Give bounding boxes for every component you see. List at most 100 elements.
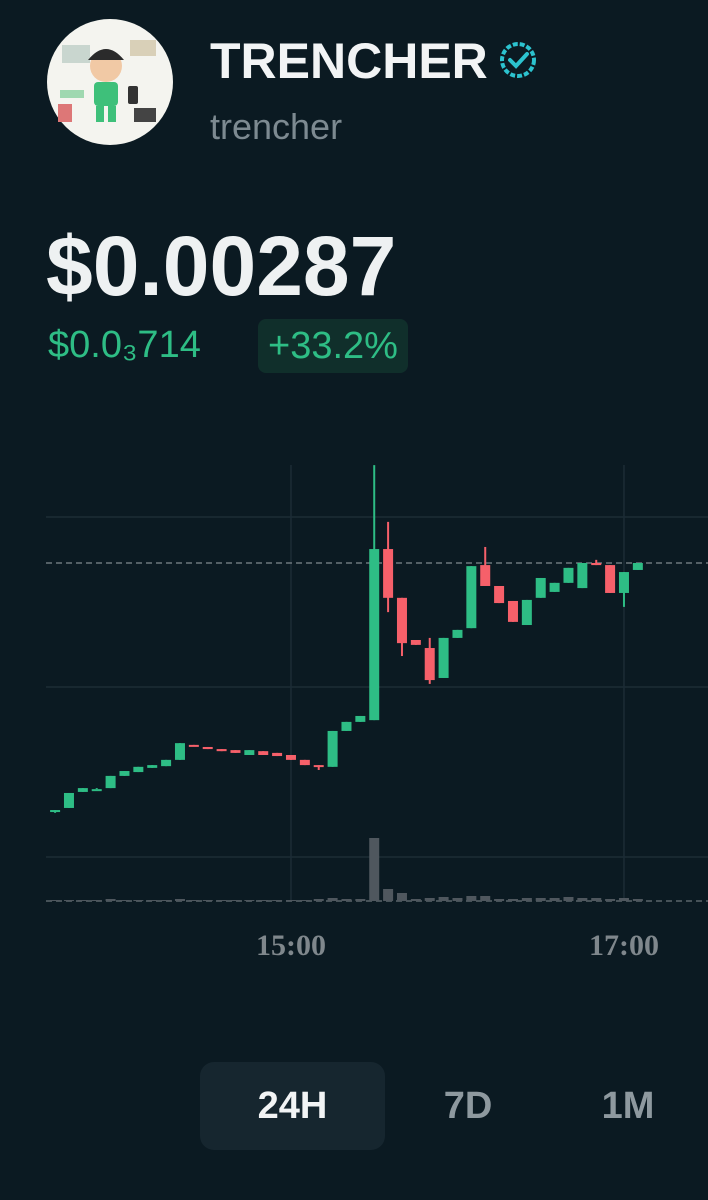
- candle-body: [91, 789, 102, 792]
- candle-body: [494, 585, 505, 604]
- volume-bar: [507, 899, 518, 901]
- volume-bar: [438, 897, 449, 901]
- candle-body: [299, 759, 310, 766]
- candle-body: [188, 744, 199, 747]
- volume-bar: [244, 900, 255, 901]
- candle-body: [174, 743, 185, 760]
- candle-body: [507, 600, 518, 622]
- candle-body: [230, 750, 241, 753]
- volume-bar: [327, 898, 338, 901]
- volume-bar: [147, 900, 158, 901]
- candle-body: [618, 572, 629, 593]
- candle-body: [161, 759, 172, 767]
- volume-bar: [174, 899, 185, 901]
- volume-bar: [50, 900, 61, 901]
- candle-body: [272, 752, 283, 757]
- volume-bar: [133, 900, 144, 901]
- candle-body: [591, 562, 602, 566]
- volume-bar: [202, 900, 213, 901]
- candle-body: [285, 754, 296, 760]
- volume-bar: [549, 898, 560, 901]
- candle-body: [355, 715, 366, 722]
- candle-body: [452, 629, 463, 638]
- volume-bar: [452, 898, 463, 901]
- tab-7d[interactable]: 7D: [443, 1085, 493, 1127]
- volume-bar: [161, 900, 172, 901]
- candle-body: [313, 765, 324, 768]
- candle-body: [341, 721, 352, 731]
- candle-body: [424, 648, 435, 681]
- tab-1m[interactable]: 1M: [601, 1085, 655, 1127]
- volume-bar: [258, 900, 269, 901]
- volume-bar: [299, 900, 310, 901]
- volume-bar: [216, 900, 227, 901]
- volume-bar: [410, 899, 421, 901]
- price-change-pct: +33.2%: [258, 319, 408, 373]
- x-tick-label: 17:00: [589, 929, 659, 962]
- candle-body: [396, 597, 407, 644]
- volume-bar: [230, 900, 241, 901]
- tab-24h[interactable]: 24H: [257, 1085, 328, 1127]
- candle-body: [77, 788, 88, 792]
- tab-selected-bg: [200, 1062, 385, 1150]
- volume-bar: [285, 900, 296, 901]
- price: $0.00287: [46, 219, 397, 313]
- candle-body: [438, 637, 449, 678]
- candle-body: [410, 640, 421, 645]
- volume-bar: [577, 898, 588, 901]
- volume-bar: [272, 900, 283, 901]
- token-handle: trencher: [210, 106, 343, 147]
- avatar: [47, 19, 173, 145]
- candle-body: [632, 562, 643, 570]
- volume-bar: [605, 899, 616, 901]
- candle-body: [577, 562, 588, 589]
- volume-bar: [480, 896, 491, 901]
- volume-bar: [119, 900, 130, 901]
- candle-body: [383, 549, 394, 598]
- volume-bar: [383, 889, 394, 901]
- volume-bar: [618, 898, 629, 901]
- verified-badge: [500, 42, 536, 78]
- candle-body: [244, 750, 255, 755]
- price-change-abs: $0.0₃714: [48, 324, 201, 366]
- candle-body: [535, 577, 546, 598]
- chart: 15:00 17:00: [46, 465, 708, 962]
- volume-bar: [91, 900, 102, 901]
- volume-bar: [466, 896, 477, 901]
- volume-bar: [494, 899, 505, 901]
- volume-bar: [341, 899, 352, 901]
- candle-body: [50, 810, 61, 813]
- candle-body: [605, 565, 616, 593]
- candle-body: [258, 751, 269, 755]
- volume-bar: [563, 897, 574, 901]
- volume-bar: [521, 898, 532, 901]
- x-tick-label: 15:00: [256, 929, 326, 962]
- candle-body: [480, 565, 491, 586]
- candle-body: [147, 765, 158, 768]
- volume-bar: [355, 899, 366, 901]
- candle-body: [549, 582, 560, 592]
- volume-bar: [313, 899, 324, 901]
- volume-bar: [535, 898, 546, 901]
- candle-body: [369, 549, 380, 721]
- volume-bar: [396, 893, 407, 901]
- candle-body: [466, 566, 477, 629]
- volume-bar: [63, 900, 74, 901]
- candle-body: [119, 771, 130, 776]
- candle-body: [133, 766, 144, 773]
- candle-body: [563, 567, 574, 583]
- candle-body: [202, 746, 213, 750]
- volume-bar: [369, 838, 380, 901]
- candle-body: [216, 749, 227, 752]
- candle-body: [63, 792, 74, 808]
- volume-bar: [105, 899, 116, 901]
- candle-body: [327, 730, 338, 767]
- volume-bar: [188, 900, 199, 901]
- candle-body: [105, 775, 116, 789]
- volume-bar: [591, 898, 602, 901]
- volume-bar: [424, 898, 435, 901]
- volume-bar: [632, 899, 643, 901]
- token-name: TRENCHER: [210, 33, 488, 89]
